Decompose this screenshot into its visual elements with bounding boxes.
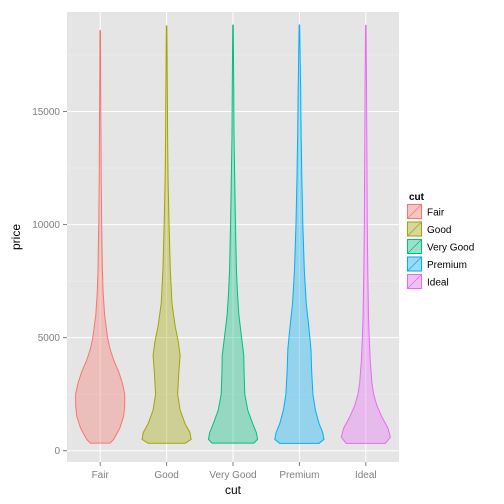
legend-label: Very Good [427,243,474,254]
legend-title: cut [409,192,425,203]
violin-ideal [340,24,391,444]
violin-premium [274,24,325,444]
legend-item-good: Good [405,220,451,238]
x-tick-label: Good [154,470,178,481]
x-tick-label: Fair [92,470,110,481]
legend-label: Good [427,225,451,236]
y-axis: 0 5000 10000 15000 [32,107,67,457]
violins [75,24,391,444]
y-tick-label: 0 [54,446,60,457]
legend-label: Premium [427,260,467,271]
legend-key-slash [407,204,422,219]
violin-fair [75,30,126,444]
y-tick-label: 5000 [38,333,61,344]
x-tick-label: Premium [279,470,319,481]
y-tick-label: 10000 [32,220,60,231]
legend-label: Fair [427,208,445,219]
violin-very-good [207,24,259,444]
legend: cut Fair Good Very Good Premium Ideal [405,192,474,291]
legend-key-slash [407,239,422,254]
y-tick-label: 15000 [32,107,60,118]
x-tick-label: Ideal [355,470,377,481]
violin-good [141,25,192,444]
legend-item-premium: Premium [405,255,467,273]
legend-item-ideal: Ideal [405,272,449,291]
x-axis: Fair Good Very Good Premium Ideal [92,462,377,481]
legend-item-very-good: Very Good [405,237,474,256]
x-tick-label: Very Good [209,470,256,481]
legend-key-slash [407,256,422,272]
legend-item-fair: Fair [405,202,445,221]
x-axis-title: cut [225,483,242,497]
legend-key-slash [407,274,422,289]
legend-label: Ideal [427,278,449,289]
legend-key-slash [407,221,422,237]
y-axis-title: price [9,224,23,250]
